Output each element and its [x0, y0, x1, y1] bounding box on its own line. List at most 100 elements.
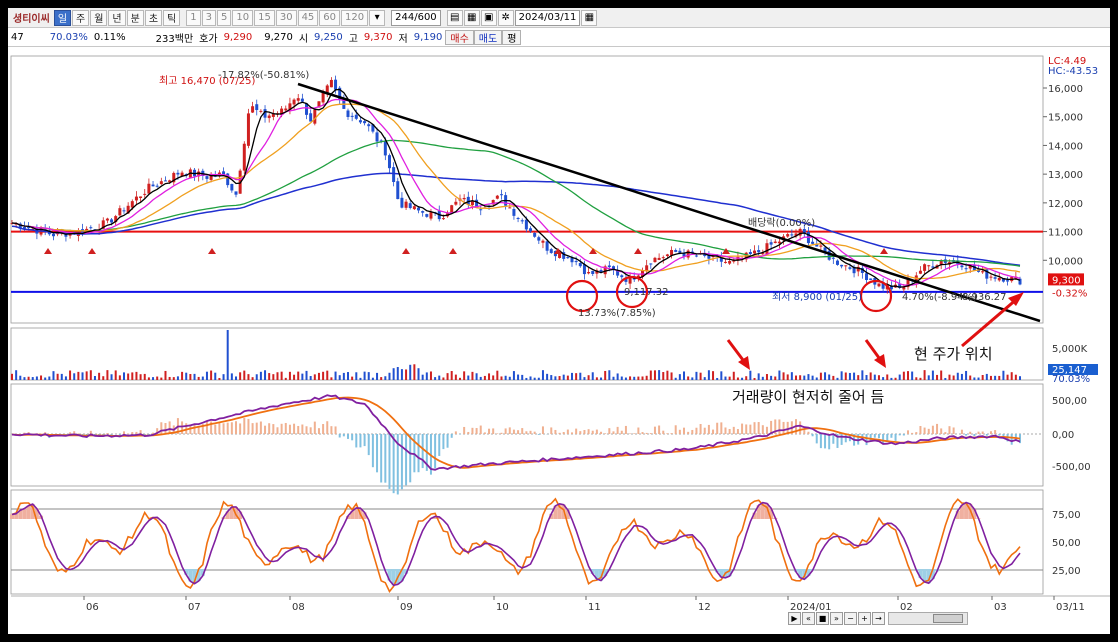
candle — [242, 143, 246, 171]
low-value: 9,190 — [413, 32, 443, 43]
scroll-right-icon[interactable]: → — [872, 612, 885, 625]
stochastic-y-tick: 25,00 — [1052, 566, 1081, 577]
candle — [479, 209, 483, 211]
volume-bar — [438, 375, 441, 380]
candle — [723, 261, 727, 263]
period-tab-2[interactable]: 월 — [90, 9, 108, 26]
interval-button-15[interactable]: 15 — [254, 9, 275, 26]
volume-bar — [898, 374, 901, 380]
buy-button[interactable]: 매수 — [445, 30, 474, 45]
stop-icon[interactable]: ■ — [816, 612, 829, 625]
volume-bar — [106, 370, 109, 380]
candle — [595, 270, 599, 274]
candle — [533, 232, 537, 237]
rewind-icon[interactable]: « — [802, 612, 815, 625]
candle — [865, 273, 869, 281]
volume-bar — [197, 376, 200, 380]
volume-bar — [293, 374, 296, 380]
gear-icon[interactable]: ✲ — [497, 9, 514, 26]
volume-bar — [131, 372, 134, 380]
current-price-note: 현 주가 위치 — [914, 345, 993, 363]
candle — [570, 257, 574, 263]
count-input[interactable]: 244/600 — [391, 9, 441, 26]
candle — [305, 103, 309, 115]
chart-scrollbar[interactable] — [888, 612, 968, 625]
volume-bar — [492, 375, 495, 380]
volume-bar — [915, 377, 918, 380]
candle — [412, 206, 416, 210]
candle — [670, 249, 674, 256]
candle — [682, 252, 686, 257]
volume-bar — [301, 373, 304, 380]
forward-icon[interactable]: » — [830, 612, 843, 625]
interval-button-5[interactable]: 5 — [216, 9, 232, 26]
candle — [545, 241, 549, 251]
period-tab-3[interactable]: 년 — [108, 9, 126, 26]
volume-bar — [114, 370, 117, 380]
volume-bar — [463, 371, 466, 380]
volume-bar — [608, 370, 611, 380]
volume-bar — [371, 377, 374, 380]
volume-bar — [840, 371, 843, 380]
volume-bar — [940, 370, 943, 380]
x-axis-tick: 03/11 — [1056, 602, 1085, 612]
candle — [558, 252, 562, 258]
candle — [246, 113, 250, 146]
stock-name[interactable]: 셩티이씨 — [13, 14, 50, 25]
candle — [985, 269, 989, 279]
volume-bar — [355, 372, 358, 380]
interval-button-60[interactable]: 60 — [319, 9, 341, 26]
interval-button-30[interactable]: 30 — [275, 9, 297, 26]
volume-bar — [210, 370, 213, 380]
volume-arrow-head — [738, 356, 750, 370]
price-y-tick: 10,000 — [1048, 256, 1083, 267]
candle — [1001, 278, 1005, 282]
interval-button-120[interactable]: 120 — [341, 9, 369, 26]
volume-bar — [629, 376, 632, 380]
play-icon[interactable]: ▶ — [788, 612, 801, 625]
candle — [14, 223, 18, 225]
candle — [251, 106, 255, 113]
oct-low-label: 13.73%(7.85%) — [578, 308, 656, 319]
period-tab-4[interactable]: 분 — [126, 9, 144, 26]
interval-button-1[interactable]: 1 — [186, 9, 201, 26]
candle — [587, 272, 591, 274]
volume-bar — [31, 377, 34, 380]
grid-icon[interactable]: ▦ — [463, 9, 480, 26]
candle — [151, 184, 155, 187]
sell-button[interactable]: 매도 — [473, 30, 503, 45]
low-pct-2: 8,936.27 — [962, 292, 1007, 303]
candle-type-icon[interactable]: ▤ — [446, 9, 463, 26]
candle — [811, 241, 815, 244]
volume-bar — [504, 375, 507, 380]
volume-bar — [591, 372, 594, 380]
volume-bar — [156, 376, 159, 380]
volume-bar — [977, 377, 980, 380]
candle — [591, 270, 595, 274]
zoom-out-icon[interactable]: − — [844, 612, 857, 625]
save-icon[interactable]: ▣ — [480, 9, 497, 26]
volume-bar — [562, 374, 565, 380]
dropdown-icon[interactable]: ▾ — [369, 9, 386, 26]
period-tab-6[interactable]: 틱 — [163, 9, 181, 26]
period-tab-5[interactable]: 초 — [144, 9, 163, 26]
period-tab-0[interactable]: 일 — [53, 9, 72, 26]
period-tab-1[interactable]: 주 — [72, 9, 90, 26]
date-input[interactable]: 2024/03/11 — [514, 9, 581, 26]
volume-note: 거래량이 현저히 줄어 듬 — [732, 388, 885, 406]
flat-button[interactable]: 평 — [502, 30, 522, 45]
zoom-in-icon[interactable]: + — [858, 612, 871, 625]
volume-bar — [645, 375, 648, 380]
volume-bar — [409, 364, 412, 380]
interval-button-45[interactable]: 45 — [297, 9, 319, 26]
interval-button-3[interactable]: 3 — [201, 9, 216, 26]
candle — [363, 121, 367, 124]
volume-bar — [894, 377, 897, 380]
calendar-icon[interactable]: ▦ — [581, 9, 598, 26]
candle — [512, 208, 516, 216]
macd-line — [11, 394, 1021, 471]
volume-bar — [965, 370, 968, 380]
interval-button-10[interactable]: 10 — [232, 9, 254, 26]
candle — [578, 263, 582, 267]
